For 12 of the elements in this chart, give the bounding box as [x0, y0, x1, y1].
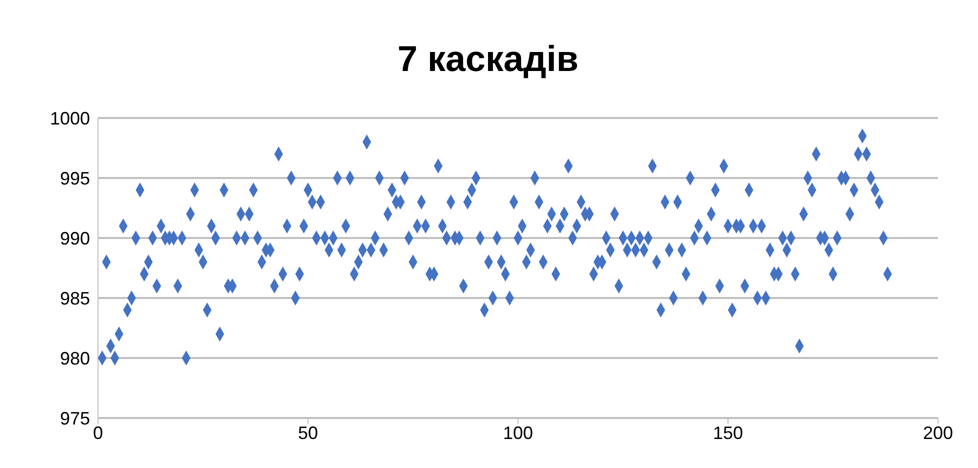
y-tick-label: 985	[60, 288, 90, 308]
y-tick-label: 975	[60, 408, 90, 428]
y-tick-label: 990	[60, 228, 90, 248]
x-tick-label: 0	[92, 422, 104, 443]
x-tick-label: 50	[298, 422, 318, 443]
x-tick-label: 200	[922, 422, 954, 443]
y-tick-label: 995	[60, 168, 90, 188]
y-tick-label: 980	[60, 348, 90, 368]
chart-title: 7 каскадів	[396, 37, 580, 81]
x-tick-label: 150	[712, 422, 744, 443]
y-tick-label: 1000	[50, 108, 90, 128]
x-tick-label: 100	[502, 422, 534, 443]
